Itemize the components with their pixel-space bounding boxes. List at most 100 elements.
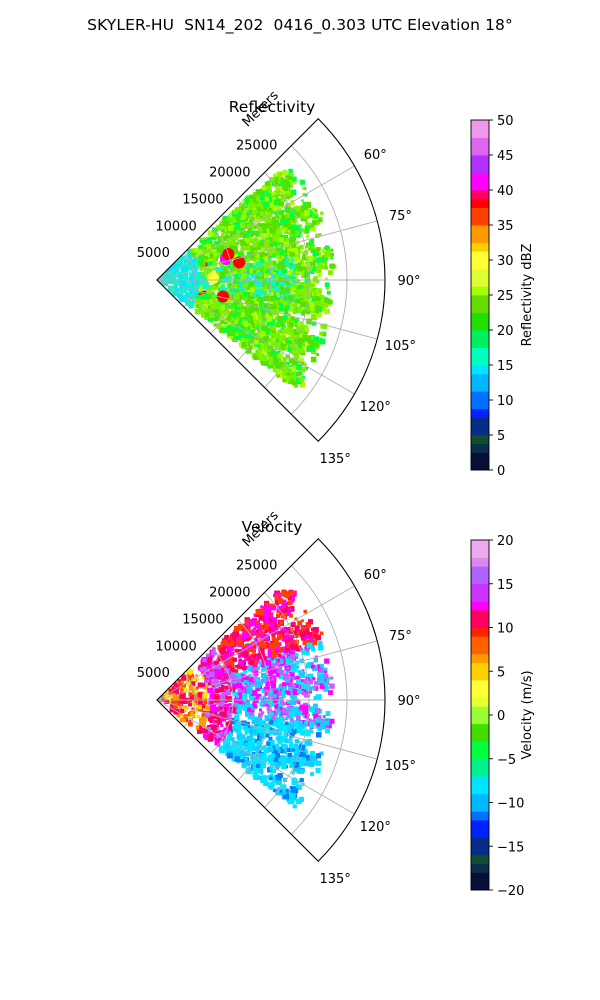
radar-cell	[267, 721, 273, 727]
radar-cell	[250, 274, 255, 279]
radar-cell	[196, 263, 200, 267]
radar-cell	[227, 314, 232, 319]
radar-cell	[262, 191, 265, 194]
radar-cell	[285, 345, 289, 349]
radar-cell	[301, 263, 307, 269]
radar-cell	[250, 249, 255, 254]
colorbar-segment	[471, 286, 489, 296]
radar-cell	[324, 309, 329, 315]
radar-cell	[252, 242, 258, 248]
radar-cell	[304, 366, 308, 371]
radar-cell	[267, 348, 272, 353]
colorbar-segment	[471, 260, 489, 270]
radar-cell	[250, 263, 255, 268]
radar-cell	[272, 205, 279, 211]
radar-cell	[229, 230, 234, 235]
radar-cell	[230, 302, 235, 306]
radar-cell	[242, 283, 248, 289]
radar-cell	[226, 226, 230, 229]
radar-cell	[311, 227, 316, 232]
radar-cell	[278, 269, 285, 276]
radar-cell	[271, 260, 276, 265]
radar-cell	[261, 320, 266, 326]
radar-cell	[247, 311, 254, 317]
radar-cell	[295, 290, 300, 295]
radar-cell	[253, 354, 259, 360]
radar-cell	[259, 201, 266, 207]
radar-cell	[176, 293, 181, 298]
radar-cell	[319, 305, 326, 311]
radar-cell	[232, 245, 238, 252]
radar-cell	[258, 260, 265, 267]
radar-cell	[285, 229, 288, 232]
radar-cell	[234, 332, 239, 337]
radar-cell	[300, 301, 306, 307]
radar-cell	[269, 243, 274, 247]
radar-cell	[249, 205, 255, 211]
radar-cell	[319, 331, 324, 336]
radar-data	[157, 589, 335, 809]
radar-cell	[236, 214, 241, 219]
radar-cell	[255, 320, 261, 326]
radar-cell	[228, 241, 231, 245]
radar-cell	[192, 295, 197, 301]
radar-cell	[224, 229, 228, 232]
radar-cell	[317, 252, 321, 257]
radar-cell	[263, 196, 269, 203]
radar-cell	[253, 258, 257, 262]
radar-cell	[215, 310, 222, 317]
radar-cell	[249, 281, 255, 288]
radar-cell	[288, 340, 292, 344]
radar-cell	[210, 230, 216, 236]
radar-cell	[277, 207, 281, 211]
radar-cell	[251, 245, 257, 252]
colorbar-segment	[471, 146, 489, 156]
radar-cell	[317, 301, 323, 306]
radar-cell	[298, 282, 303, 286]
radar-cell	[295, 286, 300, 290]
radar-cell	[262, 215, 269, 221]
radar-cell	[308, 245, 314, 251]
radar-cell	[189, 259, 194, 263]
colorbar-segment	[471, 321, 489, 331]
radar-cell	[279, 250, 285, 256]
radar-cell	[283, 285, 287, 289]
radar-cell	[313, 336, 320, 343]
radar-cell	[258, 356, 263, 360]
radar-cell	[237, 253, 241, 258]
radar-cell	[291, 224, 298, 231]
radar-cell	[287, 295, 294, 302]
radar-cell	[301, 199, 304, 203]
radar-cell	[228, 289, 234, 295]
radar-hotspot	[216, 290, 229, 303]
radar-cell	[189, 275, 196, 281]
radar-cell	[198, 304, 202, 308]
radar-cell	[290, 269, 294, 273]
radar-cell	[202, 248, 208, 254]
colorbar-segment	[471, 198, 489, 208]
radar-cell	[231, 288, 237, 294]
radar-cell	[271, 181, 276, 185]
radar-cell	[236, 269, 241, 274]
colorbar-tick-label: 30	[497, 254, 514, 269]
azimuth-spoke	[156, 220, 378, 281]
radar-cell	[275, 248, 280, 252]
range-tick-label: 20000	[209, 166, 250, 181]
radar-cell	[295, 371, 301, 377]
radar-cell	[308, 263, 312, 267]
radar-cell	[303, 282, 309, 288]
radar-cell	[300, 361, 304, 365]
radar-cell	[226, 288, 230, 292]
radar-cell	[230, 237, 234, 241]
radar-cell	[189, 291, 194, 296]
radar-cell	[203, 246, 207, 250]
radar-cell	[199, 297, 204, 302]
radar-cell	[281, 227, 286, 233]
radar-cell	[262, 337, 267, 341]
radar-cell	[258, 330, 262, 334]
radar-cell	[247, 315, 254, 322]
colorbar-segment	[471, 155, 489, 165]
radar-cell	[275, 337, 279, 341]
radar-cell	[278, 285, 284, 292]
radar-cell	[305, 225, 310, 231]
